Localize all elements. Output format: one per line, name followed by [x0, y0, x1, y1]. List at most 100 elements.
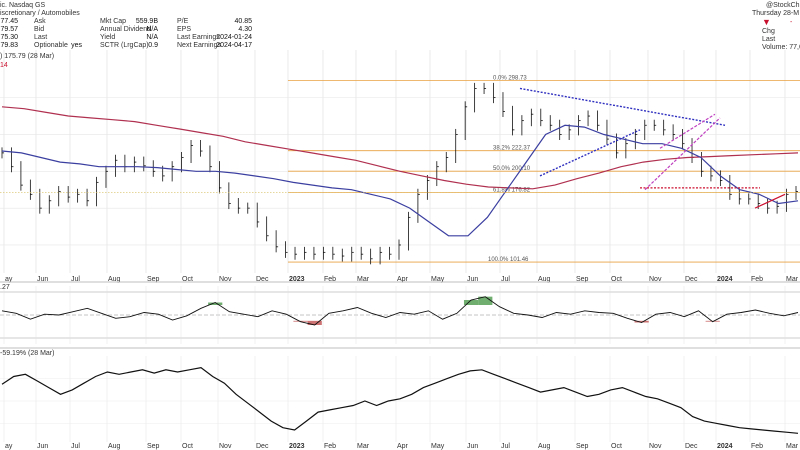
fibonacci-retracement: 0.0% 298.73 38.2% 222.37 50.0% 200.10 61.8%…	[288, 75, 800, 263]
price-bid-value: 79.57	[0, 26, 18, 33]
x-tick-label: Jul	[501, 276, 510, 283]
volume-label: Volume: 77,6	[762, 44, 800, 51]
x-tick-label: 2024	[717, 276, 733, 283]
chart-date: Thursday 28-M	[752, 10, 800, 17]
x-tick-label: Oct	[611, 276, 622, 283]
price-x-axis-labels: ay Jun Jul Aug Sep Oct Nov Dec 2023 Feb Mar Apr May J…	[5, 276, 799, 450]
x-tick-label: Feb	[324, 276, 336, 283]
fib-level-label: 100.0% 101.46	[488, 257, 529, 263]
x-tick-label: ay	[5, 443, 13, 450]
eps-value: 4.30	[238, 26, 252, 33]
last-price-label: Last	[762, 36, 776, 43]
sctr-value: 0.9	[148, 42, 158, 49]
price-last-value: 75.30	[0, 34, 18, 41]
ma50-line	[1, 124, 799, 237]
indicator-line	[1, 296, 799, 326]
x-tick-label: 2023	[289, 443, 305, 450]
ma-legend-period: 14	[0, 62, 8, 69]
wedge-lower-line	[644, 117, 721, 191]
x-tick-label: Oct	[182, 443, 193, 450]
x-tick-label: Dec	[256, 443, 269, 450]
price-ohlc-bars	[1, 82, 798, 265]
x-tick-label: Jul	[71, 443, 80, 450]
eps-label: EPS	[177, 26, 192, 33]
x-tick-label: Aug	[538, 276, 551, 283]
x-tick-label: Jul	[71, 276, 80, 283]
x-tick-label: Mar	[357, 276, 370, 283]
down-triangle-icon: ▼	[762, 17, 771, 27]
sctr-label: SCTR (LrgCap)	[100, 42, 149, 49]
x-tick-label: May	[431, 443, 445, 450]
oversold-fill	[634, 320, 649, 323]
x-tick-label: Feb	[324, 443, 336, 450]
overbought-fill	[478, 296, 493, 305]
last-label: Last	[34, 34, 48, 41]
mkt-cap-value: 559.9B	[135, 18, 158, 25]
x-tick-label: Jun	[467, 443, 478, 450]
annual-dividend-value: N/A	[146, 26, 158, 33]
chg-label: Chg	[762, 28, 775, 35]
x-tick-label: Feb	[751, 276, 763, 283]
x-tick-label: Sep	[576, 443, 589, 450]
x-tick-label: Oct	[611, 443, 622, 450]
x-tick-label: Nov	[219, 443, 232, 450]
x-tick-label: Nov	[649, 443, 662, 450]
x-tick-label: Aug	[108, 276, 121, 283]
trendline-annotations	[0, 87, 800, 209]
relative-strength-legend: -59.19% (28 Mar)	[0, 350, 55, 357]
price-gridlines	[0, 50, 800, 273]
indicator-legend: .27	[0, 284, 10, 291]
indicator-panel	[0, 286, 800, 344]
x-tick-label: Mar	[786, 443, 799, 450]
x-tick-label: Sep	[576, 276, 589, 283]
x-tick-label: 2023	[289, 276, 305, 283]
x-tick-label: Mar	[786, 276, 799, 283]
x-tick-label: Dec	[685, 276, 698, 283]
overbought-fill	[463, 300, 479, 305]
brand-watermark: @StockCh	[766, 2, 800, 9]
x-tick-label: May	[431, 276, 445, 283]
wedge-upper-line	[659, 113, 716, 149]
mkt-cap-label: Mkt Cap	[100, 18, 127, 25]
chg-value: -	[790, 19, 793, 26]
fib-level-label: 0.0% 298.73	[493, 75, 527, 81]
x-tick-label: Jun	[37, 443, 48, 450]
x-tick-label: Feb	[751, 443, 763, 450]
x-tick-label: Oct	[182, 276, 193, 283]
next-earnings-label: Next Earnings	[177, 42, 221, 49]
oversold-fill	[307, 320, 322, 325]
x-tick-label: Mar	[357, 443, 370, 450]
optionable-label: Optionable	[34, 42, 68, 49]
price-legend: ) 175.79 (28 Mar)	[0, 53, 55, 60]
x-tick-label: Aug	[538, 443, 551, 450]
last-earnings-value: 2024-01-24	[216, 34, 252, 41]
price-optionable-value: 79.83	[0, 42, 18, 49]
bid-label: Bid	[34, 26, 45, 33]
x-tick-label: Sep	[147, 276, 160, 283]
x-tick-label: Nov	[649, 276, 662, 283]
ma200-line	[1, 106, 799, 190]
last-earnings-label: Last Earnings	[177, 34, 220, 41]
fib-level-label: 38.2% 222.37	[493, 146, 531, 152]
annual-dividend-label: Annual Dividend	[100, 26, 151, 33]
overbought-fill	[208, 302, 223, 305]
pe-label: P/E	[177, 18, 189, 25]
fib-level-label: 50.0% 200.10	[493, 166, 531, 172]
rising-trendline	[539, 129, 641, 177]
next-earnings-value: 2024-04-17	[216, 42, 252, 49]
ticker-exchange: ic. Nasdaq GS	[0, 2, 46, 9]
x-tick-label: Aug	[108, 443, 121, 450]
yield-label: Yield	[100, 34, 116, 41]
x-tick-label: Dec	[685, 443, 698, 450]
x-tick-label: Jun	[37, 276, 48, 283]
falling-trendline	[519, 87, 726, 126]
x-tick-label: Nov	[219, 276, 232, 283]
optionable-value: yes	[71, 42, 82, 49]
x-tick-label: Jun	[467, 276, 478, 283]
relative-strength-panel	[0, 356, 800, 442]
x-tick-label: Jul	[501, 443, 510, 450]
fib-level-label: 61.8% 176.82	[493, 188, 531, 194]
x-tick-label: 2024	[717, 443, 733, 450]
breakdown-line	[754, 193, 786, 209]
